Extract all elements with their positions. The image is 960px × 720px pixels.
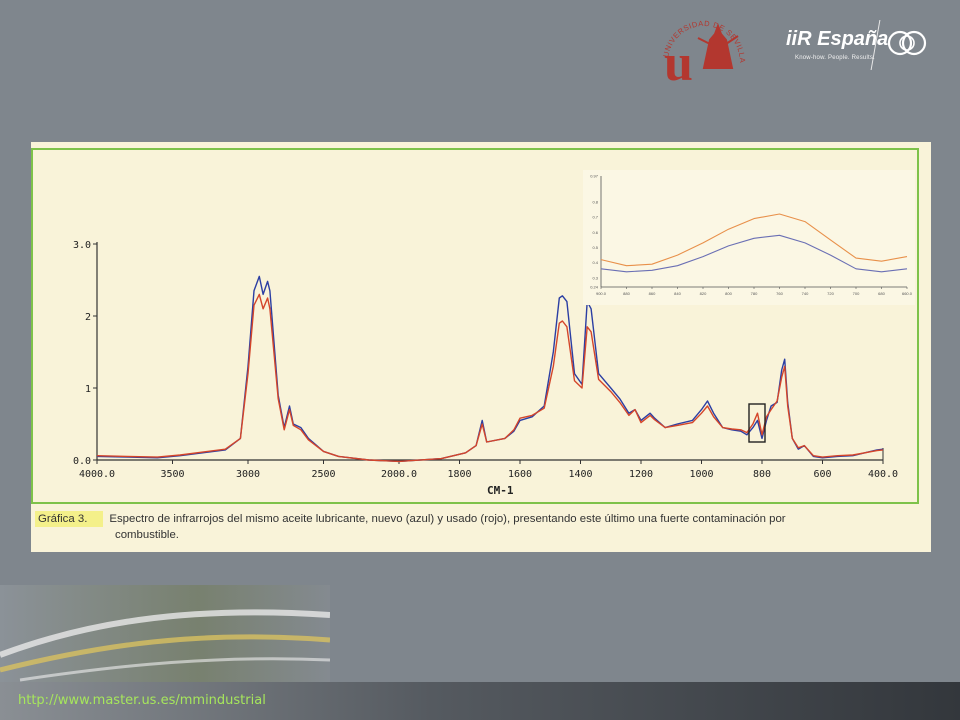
giralda-figure-icon — [697, 23, 739, 69]
series-line — [96, 293, 884, 463]
inset-y-tick-label: 0.5 — [592, 245, 598, 250]
ir-spectrum-chart: 4000.0 3500 3000 2500 2000.0 1800 1600 1400 1200… — [31, 148, 919, 504]
x-tick-label: 1800 — [447, 469, 471, 480]
y-tick-label: 1 — [85, 384, 91, 395]
iir-seal-icon — [887, 30, 927, 56]
footer-url[interactable]: http://www.master.us.es/mmindustrial — [18, 693, 266, 708]
y-tick-label: 2 — [85, 312, 91, 323]
inset-series-line — [600, 213, 908, 267]
caption-line2: combustible. — [115, 529, 179, 541]
inset-y-tick-label: 0.97 — [590, 174, 599, 179]
iir-espana-logo: iiR España Know-how. People. Results. — [786, 18, 936, 74]
inset-x-tick-label: 780 — [751, 291, 758, 296]
x-tick-label: 1200 — [629, 469, 653, 480]
x-tick-label: 2000.0 — [381, 469, 417, 480]
inset-x-tick-label: 680 — [878, 291, 885, 296]
inset-y-tick-label: 0.7 — [592, 215, 598, 220]
spectrum-figure: 4000.0 3500 3000 2500 2000.0 1800 1600 1400 1200… — [31, 142, 931, 552]
inset-x-tick-label: 660.0 — [902, 291, 913, 296]
inset-x-tick-label: 740 — [802, 291, 809, 296]
x-tick-label: 800 — [753, 469, 771, 480]
inset-x-tick-label: 860 — [649, 291, 656, 296]
x-tick-label: 1000 — [689, 469, 713, 480]
caption-line1: Espectro de infrarrojos del mismo aceite… — [109, 513, 786, 525]
inset-y-tick-label: 0.24 — [590, 285, 599, 290]
inset-y-tick-label: 0.3 — [592, 275, 598, 280]
main-plot: 4000.0 3500 3000 2500 2000.0 1800 1600 1400 1200… — [73, 240, 898, 480]
x-tick-label: 3500 — [160, 469, 184, 480]
inset-x-tick-label: 880 — [623, 291, 630, 296]
inset-x-tick-label: 820 — [700, 291, 707, 296]
inset-y-tick-label: 0.4 — [592, 260, 598, 265]
inset-x-tick-label: 840 — [674, 291, 681, 296]
iir-tagline: Know-how. People. Results. — [795, 55, 875, 61]
inset-background — [583, 170, 915, 305]
footer-bar — [0, 682, 960, 720]
x-axis-label: CM-1 — [487, 484, 514, 497]
y-tick-label: 3.0 — [73, 240, 91, 251]
inset-x-tick-label: 700 — [853, 291, 860, 296]
inset-x-tick-label: 900.0 — [596, 291, 607, 296]
inset-plot: 900.0 880 860 840 820 800 780 760 740 720 700 680 66… — [583, 170, 915, 305]
zoom-region-box — [748, 403, 766, 443]
inset-series-line — [600, 234, 908, 273]
inset-x-tick-label: 720 — [827, 291, 834, 296]
universidad-sevilla-logo: UNIVERSIDAD DE SEVILLA u — [661, 19, 746, 88]
x-tick-label: 4000.0 — [79, 469, 115, 480]
x-tick-label: 1400 — [568, 469, 592, 480]
inset-y-tick-label: 0.6 — [592, 230, 598, 235]
iir-brand-text: iiR España — [786, 28, 889, 50]
y-tick-label: 0.0 — [73, 456, 91, 467]
x-tick-label: 400.0 — [868, 469, 898, 480]
footer-swoosh-graphic — [0, 585, 330, 685]
x-tick-label: 3000 — [236, 469, 260, 480]
caption: Gráfica 3. Espectro de infrarrojos del mi… — [35, 511, 925, 543]
x-tick-label: 1600 — [508, 469, 532, 480]
caption-label: Gráfica 3. — [35, 511, 104, 527]
inset-x-tick-label: 760 — [776, 291, 783, 296]
inset-x-tick-label: 800 — [725, 291, 732, 296]
university-letter: u — [664, 35, 693, 88]
x-tick-label: 600 — [813, 469, 831, 480]
inset-y-tick-label: 0.8 — [592, 199, 598, 204]
x-tick-label: 2500 — [311, 469, 335, 480]
chart-frame — [31, 148, 919, 504]
